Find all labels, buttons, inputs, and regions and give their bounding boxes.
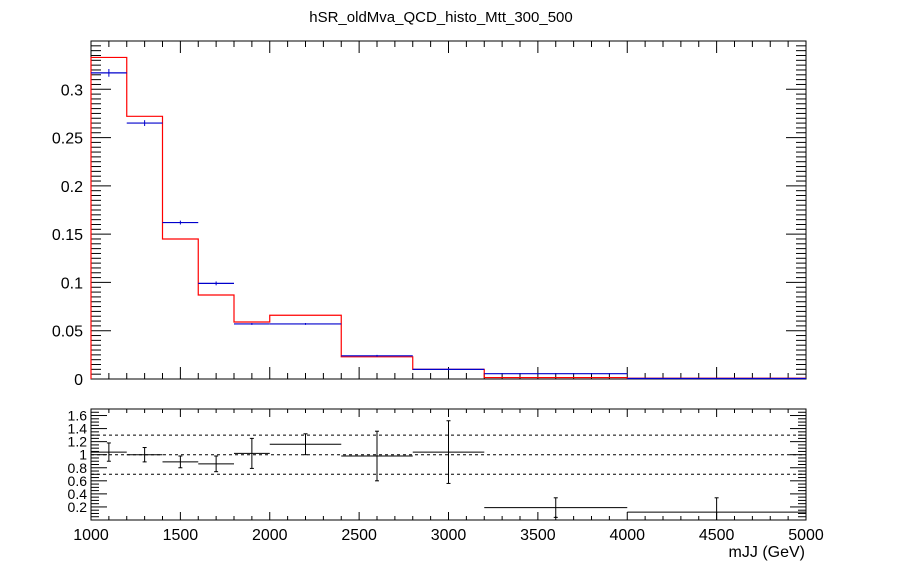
ratio-plot: 0.20.40.60.811.21.41.6 1000 1500 2000 2500 30… bbox=[68, 408, 824, 544]
x-tick-label: 3000 bbox=[431, 527, 467, 544]
y-tick-label: 1.6 bbox=[68, 408, 88, 424]
x-tick-label: 2000 bbox=[252, 527, 288, 544]
y-tick-label: 0.2 bbox=[61, 179, 83, 196]
x-tick-label: 5000 bbox=[788, 527, 824, 544]
x-tick-label: 1000 bbox=[73, 527, 109, 544]
x-tick-label: 4500 bbox=[699, 527, 735, 544]
red-series-line bbox=[90, 56, 806, 379]
y-tick-label: 0.4 bbox=[68, 486, 88, 502]
x-tick-label: 4000 bbox=[609, 527, 645, 544]
top-plot: 0 0.05 0.1 0.15 0.2 0.25 0.3 bbox=[52, 40, 807, 389]
y-tick-label: 1 bbox=[79, 447, 87, 463]
y-tick-label: 0.8 bbox=[68, 460, 88, 476]
y-tick-label: 1.2 bbox=[68, 434, 88, 450]
y-tick-label: 0.25 bbox=[52, 131, 83, 148]
y-tick-label: 0 bbox=[74, 372, 83, 389]
y-tick-label: 0.15 bbox=[52, 227, 83, 244]
x-tick-label: 1500 bbox=[163, 527, 199, 544]
chart-title: hSR_oldMva_QCD_histo_Mtt_300_500 bbox=[309, 9, 573, 26]
y-tick-label: 1.4 bbox=[68, 421, 88, 437]
y-tick-label: 0.2 bbox=[68, 499, 88, 515]
y-tick-label: 0.6 bbox=[68, 473, 88, 489]
y-tick-label: 0.3 bbox=[61, 82, 83, 99]
y-tick-label: 0.1 bbox=[61, 275, 83, 292]
x-tick-label: 2500 bbox=[341, 527, 377, 544]
x-tick-label: 3500 bbox=[520, 527, 556, 544]
x-axis-label: mJJ (GeV) bbox=[729, 544, 805, 561]
y-tick-label: 0.05 bbox=[52, 324, 83, 341]
top-plot-frame bbox=[90, 40, 807, 380]
